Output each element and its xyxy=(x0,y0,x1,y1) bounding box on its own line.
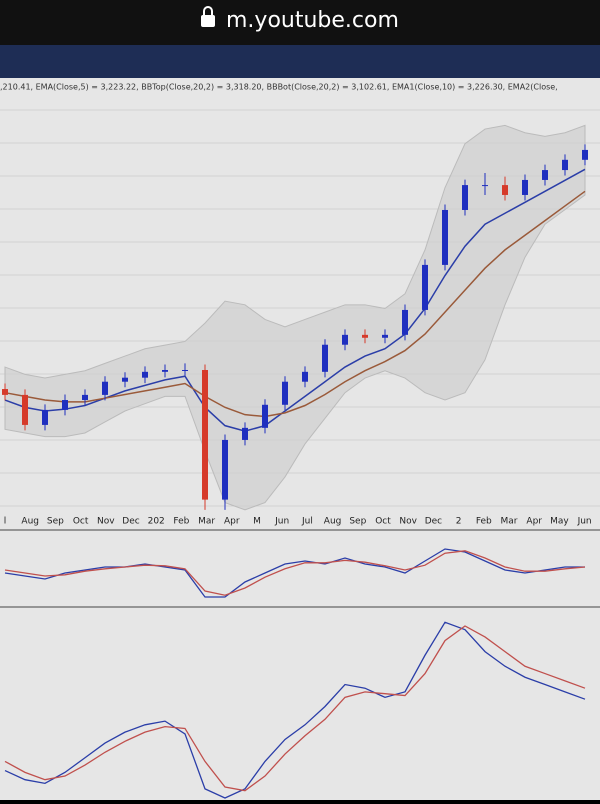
x-tick-label: Jul xyxy=(301,517,313,527)
candle-body xyxy=(302,371,308,382)
candle-body xyxy=(242,427,248,440)
x-tick-label: Dec xyxy=(425,517,442,527)
lock-icon xyxy=(201,15,215,27)
oscillator-line xyxy=(4,625,586,792)
oscillator-line xyxy=(4,548,585,598)
x-tick-label: Sep xyxy=(47,517,64,527)
oscillator-line xyxy=(4,621,586,799)
candle-body xyxy=(222,439,228,500)
x-tick-label: M xyxy=(253,517,261,527)
candle-body xyxy=(542,170,548,180)
candle-body xyxy=(82,394,88,401)
candle-body xyxy=(202,369,208,500)
candle-body xyxy=(462,185,468,210)
candle-body xyxy=(482,185,488,187)
ema-line xyxy=(4,190,586,418)
lock-shackle xyxy=(203,6,213,15)
candle-body xyxy=(62,400,68,410)
candle-body xyxy=(182,369,188,371)
candle-body xyxy=(402,309,408,335)
address-bar xyxy=(0,0,600,45)
x-tick-label: Feb xyxy=(476,517,492,527)
candle-body xyxy=(422,264,428,310)
candle-body xyxy=(142,371,148,378)
x-tick-label: 2 xyxy=(456,517,462,527)
x-tick-label: Oct xyxy=(375,517,391,527)
candle-body xyxy=(22,394,28,425)
x-tick-label: Mar xyxy=(198,517,215,527)
x-tick-label: Nov xyxy=(97,517,115,527)
candle-body xyxy=(2,389,8,395)
candle-body xyxy=(42,409,48,425)
x-tick-label: Oct xyxy=(73,517,89,527)
candle-body xyxy=(282,381,288,405)
candle-body xyxy=(562,159,568,171)
x-tick-label: 202 xyxy=(148,517,165,527)
candle-body xyxy=(162,369,168,372)
x-tick-label: Aug xyxy=(324,517,342,527)
x-tick-label: Jun xyxy=(577,517,592,527)
x-tick-label: Apr xyxy=(526,517,542,527)
x-tick-label: Sep xyxy=(349,517,366,527)
candle-body xyxy=(522,179,528,195)
candle-body xyxy=(382,334,388,338)
candle-body xyxy=(502,185,508,195)
legend-text: ,210.41, EMA(Close,5) = 3,223.22, BBTop(… xyxy=(0,83,558,92)
bollinger-band xyxy=(4,124,586,511)
candle-body xyxy=(122,377,128,382)
x-tick-label: Apr xyxy=(224,517,240,527)
oscillator-line xyxy=(4,550,586,596)
chart-toolbar xyxy=(0,45,600,80)
x-tick-label: Jun xyxy=(274,517,289,527)
candle-body xyxy=(322,344,328,372)
candle-body xyxy=(362,334,368,338)
x-tick-label: Feb xyxy=(173,517,189,527)
x-tick-label: l xyxy=(4,517,7,527)
x-tick-label: May xyxy=(550,517,569,527)
url[interactable]: m.youtube.com xyxy=(226,8,399,33)
candle-body xyxy=(102,381,108,395)
x-tick-label: Aug xyxy=(21,517,39,527)
x-tick-label: Mar xyxy=(501,517,518,527)
candle-body xyxy=(442,209,448,265)
candle-body xyxy=(342,334,348,345)
x-tick-label: Dec xyxy=(122,517,139,527)
candle-body xyxy=(262,404,268,428)
candle-body xyxy=(582,149,588,160)
x-tick-label: Nov xyxy=(399,517,417,527)
